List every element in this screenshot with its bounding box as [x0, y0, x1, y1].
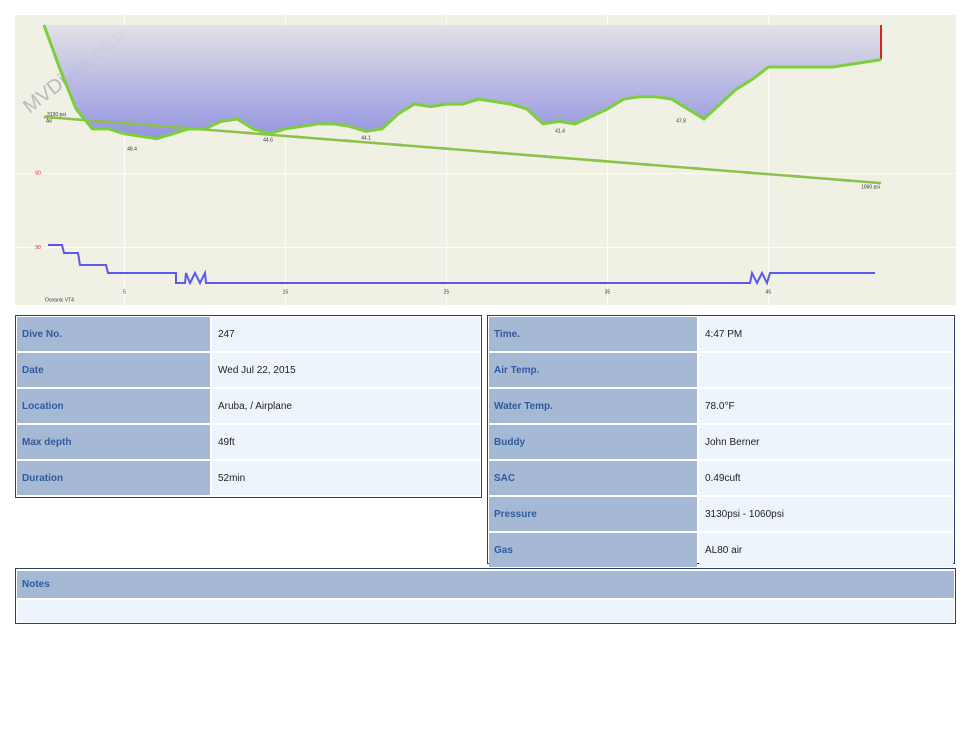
pressure-label: 1060 psi	[861, 184, 880, 190]
field-label: Max depth	[17, 425, 210, 459]
table-row: Location Aruba, / Airplane	[17, 389, 480, 423]
field-label: Gas	[489, 533, 697, 567]
annotation: 44.6	[263, 137, 273, 143]
field-value: 247	[212, 317, 480, 351]
field-label: SAC	[489, 461, 697, 495]
table-row: Max depth 49ft	[17, 425, 480, 459]
field-value: AL80 air	[699, 533, 953, 567]
field-label: Location	[17, 389, 210, 423]
table-row: Duration 52min	[17, 461, 480, 495]
table-row: Dive No. 247	[17, 317, 480, 351]
table-row: SAC 0.49cuft	[489, 461, 953, 495]
annotation: 48.4	[127, 146, 137, 152]
table-row: Air Temp.	[489, 353, 953, 387]
field-value: 52min	[212, 461, 480, 495]
table-row: Date Wed Jul 22, 2015	[17, 353, 480, 387]
notes-body	[17, 600, 954, 622]
pressure-label: 3130 psi	[47, 112, 66, 118]
annotation: Air	[46, 118, 52, 124]
field-label: Pressure	[489, 497, 697, 531]
notes-title: Notes	[17, 571, 954, 598]
y-tick-label: 60	[35, 171, 41, 177]
field-label: Duration	[17, 461, 210, 495]
notes-box: Notes	[15, 568, 956, 624]
x-tick-label: 35	[605, 289, 611, 295]
annotation: 41.4	[555, 128, 565, 134]
field-value: Wed Jul 22, 2015	[212, 353, 480, 387]
field-value: 4:47 PM	[699, 317, 953, 351]
field-label: Time.	[489, 317, 697, 351]
x-tick-label: 5	[123, 289, 126, 295]
table-row: Pressure 3130psi - 1060psi	[489, 497, 953, 531]
left-table: Dive No. 247 Date Wed Jul 22, 2015 Location A…	[15, 315, 482, 498]
y-tick-label: 90	[35, 245, 41, 251]
x-tick-label: 25	[444, 289, 450, 295]
field-value: 3130psi - 1060psi	[699, 497, 953, 531]
field-value: 49ft	[212, 425, 480, 459]
table-row: Gas AL80 air	[489, 533, 953, 567]
depth-area	[44, 25, 881, 139]
table-row: Water Temp. 78.0°F	[489, 389, 953, 423]
field-label: Water Temp.	[489, 389, 697, 423]
table-row: Buddy John Berner	[489, 425, 953, 459]
right-table: Time. 4:47 PM Air Temp. Water Temp. 78.0°F Bu…	[487, 315, 955, 567]
field-label: Air Temp.	[489, 353, 697, 387]
table-row: Time. 4:47 PM	[489, 317, 953, 351]
annotation: Oceanic VT4	[45, 297, 74, 303]
field-value: Aruba, / Airplane	[212, 389, 480, 423]
field-value: 78.0°F	[699, 389, 953, 423]
depth-line	[42, 24, 882, 141]
field-value: 0.49cuft	[699, 461, 953, 495]
x-tick-label: 45	[766, 289, 772, 295]
field-label: Dive No.	[17, 317, 210, 351]
annotation: 47.8	[676, 118, 686, 124]
field-value: John Berner	[699, 425, 953, 459]
field-label: Buddy	[489, 425, 697, 459]
field-value	[699, 353, 953, 387]
temperature-line	[48, 244, 875, 286]
pressure-line	[43, 115, 882, 185]
annotation: 44.1	[361, 135, 371, 141]
field-label: Date	[17, 353, 210, 387]
x-tick-label: 15	[283, 289, 289, 295]
